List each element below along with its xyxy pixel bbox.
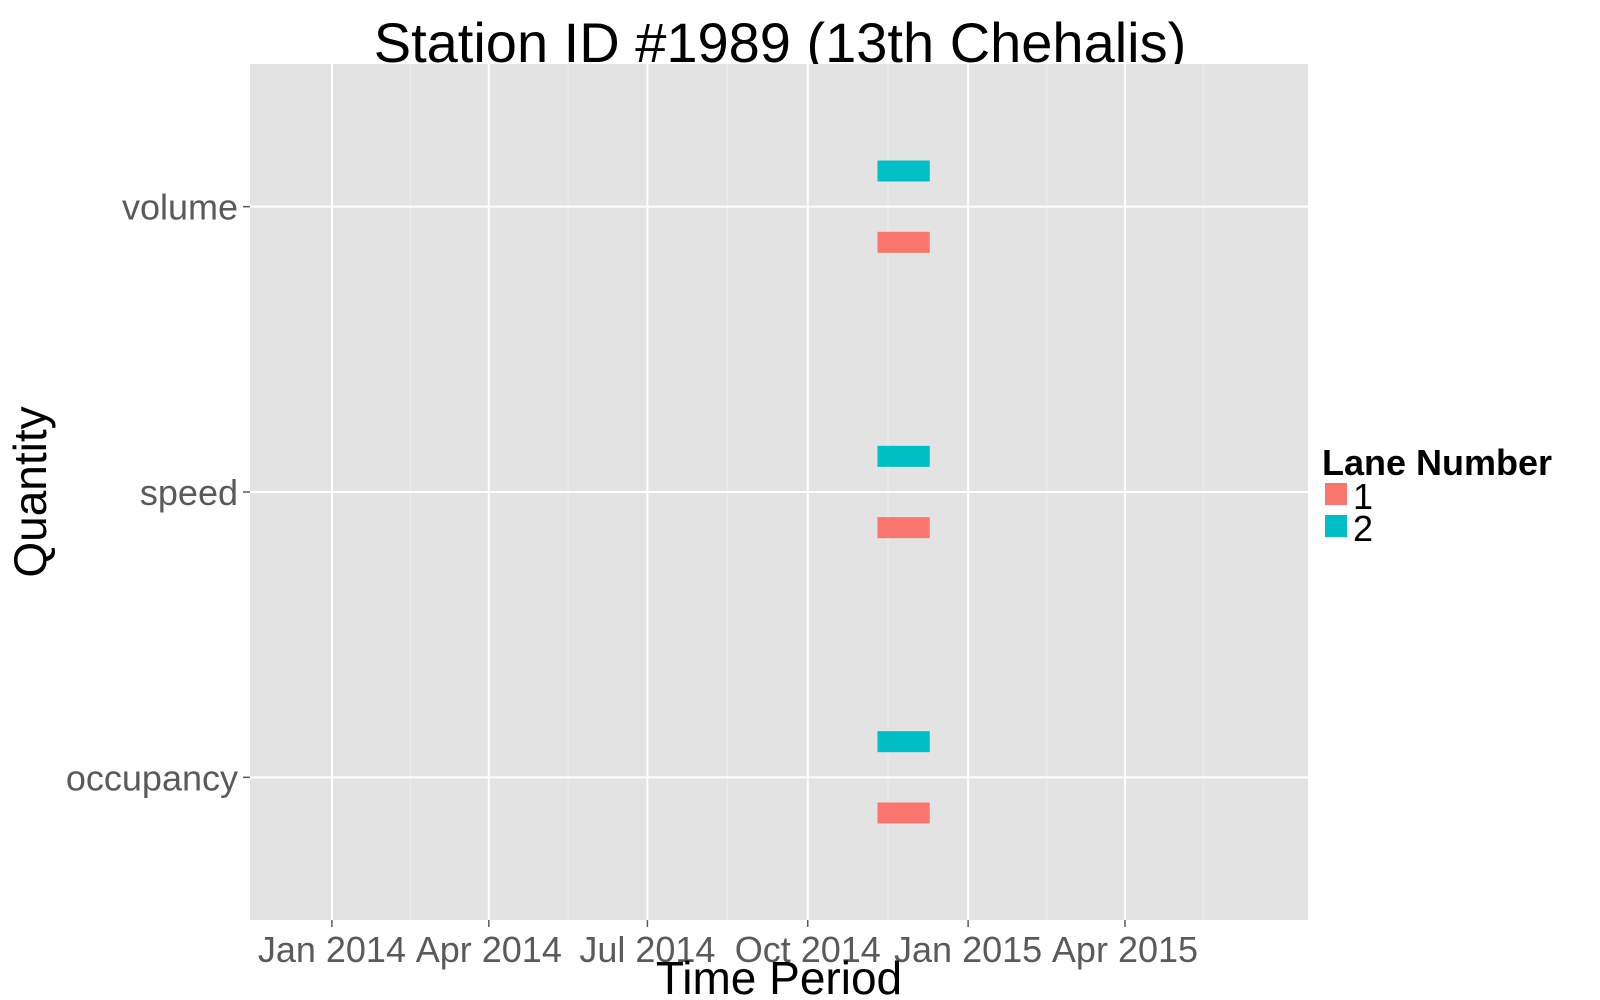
y-axis-title: Quantity (4, 406, 56, 577)
legend-label-lane-2: 2 (1353, 508, 1373, 549)
x-tick-label: Apr 2014 (416, 929, 562, 970)
axes: Jan 2014 Apr 2014 Jul 2014 Oct 2014 Jan 2015… (66, 187, 1198, 970)
legend-label-lane-1: 1 (1353, 476, 1373, 517)
bar-lane-1-occupancy (877, 802, 930, 824)
legend-title: Lane Number (1322, 442, 1552, 483)
x-tick-label: Apr 2015 (1052, 929, 1198, 970)
bar-lane-2-volume (877, 160, 930, 182)
bar-lane-2-speed (877, 445, 930, 467)
bar-lane-2-occupancy (877, 731, 930, 753)
y-tick-label: speed (140, 472, 238, 513)
legend: Lane Number 12 (1322, 442, 1552, 549)
x-tick-label: Jul 2014 (579, 929, 715, 970)
y-tick-label: volume (122, 187, 238, 228)
y-tick-label: occupancy (66, 757, 238, 798)
x-tick-label: Jan 2014 (258, 929, 406, 970)
legend-key-lane-2 (1323, 513, 1349, 539)
bars (877, 160, 930, 824)
x-axis-title: Time Period (656, 952, 902, 1000)
legend-key-lane-1 (1323, 481, 1349, 507)
chart-title: Station ID #1989 (13th Chehalis) (374, 11, 1187, 74)
grid-lines (250, 64, 1308, 920)
bar-lane-1-volume (877, 231, 930, 253)
x-tick-label: Oct 2014 (735, 929, 881, 970)
bar-lane-1-speed (877, 517, 930, 539)
x-tick-label: Jan 2015 (894, 929, 1042, 970)
